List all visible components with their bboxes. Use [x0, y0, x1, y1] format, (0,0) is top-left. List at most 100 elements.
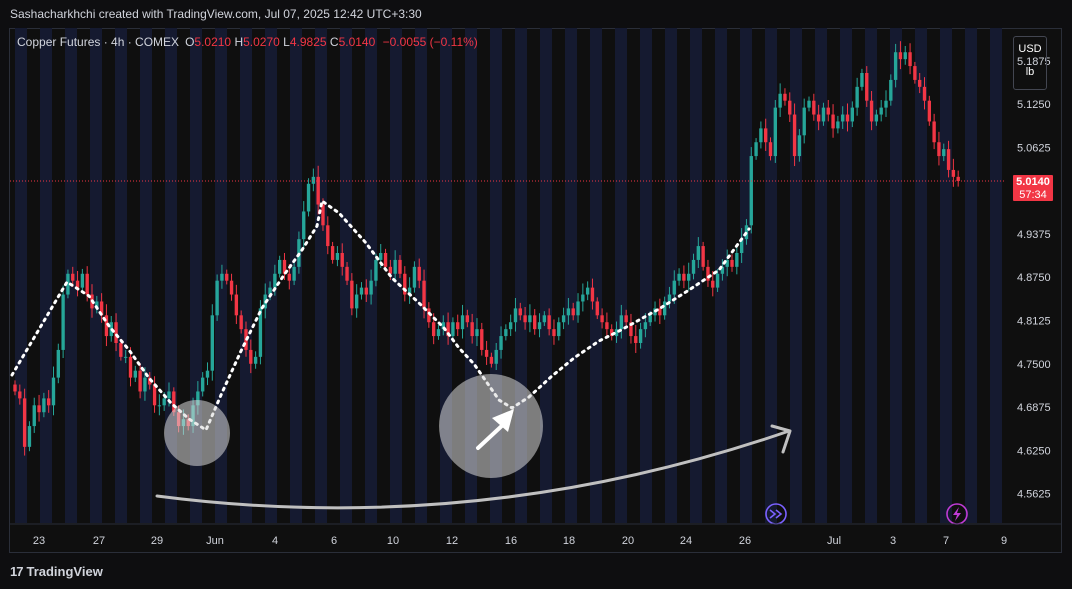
- change-value: −0.0055 (−0.11%): [382, 35, 478, 49]
- session-band-25: [640, 28, 652, 523]
- candle-body: [754, 142, 758, 157]
- close-label: C: [329, 35, 339, 49]
- candle-body: [547, 315, 551, 330]
- candle-body: [542, 315, 547, 323]
- x-tick-label: 7: [943, 535, 949, 547]
- candle-body: [436, 329, 441, 337]
- candle-body: [831, 114, 835, 129]
- open-label: O: [185, 35, 195, 49]
- candle-body: [638, 329, 643, 343]
- candle-body: [682, 273, 686, 281]
- candle-body: [258, 308, 263, 357]
- candle-body: [662, 301, 667, 316]
- y-tick-label: 4.5625: [1017, 489, 1051, 501]
- candle-body: [715, 273, 720, 288]
- candle-body: [730, 259, 734, 267]
- candle-body: [816, 114, 821, 122]
- session-band-0: [15, 28, 27, 523]
- session-band-33: [840, 28, 852, 523]
- candle-body: [167, 391, 171, 399]
- session-band-21: [540, 28, 552, 523]
- x-tick-label: 4: [272, 535, 278, 547]
- candle-body: [398, 259, 402, 274]
- session-band-11: [290, 28, 302, 523]
- session-band-32: [815, 28, 827, 523]
- candle-body: [220, 273, 224, 281]
- candle-body: [590, 287, 595, 302]
- x-tick-label: Jul: [827, 535, 841, 547]
- candle-body: [739, 239, 744, 253]
- candle-body: [581, 294, 585, 302]
- candle-body: [711, 280, 715, 288]
- candle-body: [27, 426, 32, 447]
- candle-body: [494, 349, 498, 364]
- session-band-28: [715, 28, 727, 523]
- candle-body: [879, 107, 883, 115]
- candle-body: [764, 128, 768, 143]
- close-value: 5.0140: [338, 35, 376, 49]
- session-band-35: [890, 28, 902, 523]
- x-tick-label: 6: [331, 535, 337, 547]
- currency-sub-unit: lb: [1025, 66, 1035, 78]
- candle-body: [898, 52, 903, 60]
- candle-body: [475, 329, 479, 337]
- candle-body: [903, 52, 907, 60]
- candle-body: [576, 301, 580, 316]
- high-label: H: [234, 35, 244, 49]
- x-tick-label: 10: [387, 535, 399, 547]
- candle-body: [561, 315, 566, 323]
- y-tick-label: 4.6250: [1017, 445, 1051, 457]
- candle-body: [37, 405, 41, 413]
- candle-body: [364, 287, 368, 295]
- candle-body: [196, 391, 200, 406]
- curved-arrow: [155, 429, 791, 510]
- candle-body: [942, 149, 946, 157]
- candle-body: [725, 259, 729, 267]
- candle-body: [788, 100, 792, 115]
- price-axis: 5.18755.12505.06255.00004.93754.87504.81…: [1017, 56, 1051, 501]
- up-arrow-shaft: [476, 420, 508, 450]
- candle-body: [273, 273, 277, 288]
- x-tick-label: 27: [93, 535, 105, 547]
- y-tick-label: 4.6875: [1017, 402, 1051, 414]
- session-band-24: [615, 28, 627, 523]
- session-band-12: [315, 28, 327, 523]
- candle-body: [321, 204, 325, 226]
- y-tick-label: 5.0625: [1017, 142, 1051, 154]
- candle-body: [629, 322, 633, 337]
- price-chart[interactable]: 5.18755.12505.06255.00004.93754.87504.81…: [9, 28, 1062, 553]
- candle-body: [427, 308, 431, 323]
- currency-selector[interactable]: USD lb: [1013, 36, 1047, 90]
- candle-body: [316, 176, 320, 205]
- candle-body: [85, 273, 89, 295]
- candle-body: [658, 308, 662, 316]
- y-tick-label: 4.8125: [1017, 316, 1051, 328]
- candle-body: [687, 273, 691, 281]
- candle-body: [340, 253, 344, 267]
- candle-body: [225, 273, 229, 281]
- candle-body: [470, 322, 474, 337]
- candle-body: [456, 322, 460, 330]
- low-circle-left: [164, 400, 230, 466]
- candle-body: [768, 142, 773, 157]
- candle-body: [143, 377, 147, 392]
- candle-body: [499, 336, 503, 350]
- candle-body: [701, 246, 705, 267]
- candle-body: [407, 287, 412, 295]
- candle-body: [302, 211, 306, 240]
- candle-body: [282, 259, 287, 274]
- candle-body: [720, 266, 725, 274]
- x-tick-label: 23: [33, 535, 45, 547]
- candle-body: [379, 253, 383, 260]
- session-band-22: [565, 28, 577, 523]
- candle-body: [773, 107, 778, 157]
- candle-body: [537, 322, 542, 330]
- candle-body: [614, 329, 619, 337]
- y-tick-label: 4.7500: [1017, 359, 1051, 371]
- x-tick-label: 12: [446, 535, 458, 547]
- candle-body: [691, 259, 696, 274]
- symbol-name[interactable]: Copper Futures · 4h · COMEX: [17, 35, 180, 49]
- candle-body: [75, 280, 80, 288]
- tradingview-logo[interactable]: 17 TradingView: [10, 564, 103, 579]
- top-bar: Sashacharkhchi created with TradingView.…: [0, 0, 1072, 28]
